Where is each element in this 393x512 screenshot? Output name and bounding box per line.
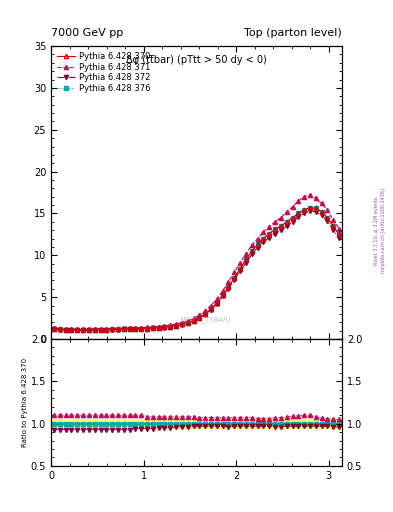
Y-axis label: Ratio to Pythia 6.428 370: Ratio to Pythia 6.428 370 (22, 358, 28, 447)
Text: Rivet 3.1.10; ≥ 3.1M events: Rivet 3.1.10; ≥ 3.1M events (374, 196, 379, 265)
Text: mcplots.cern.ch [arXiv:1306.3436]: mcplots.cern.ch [arXiv:1306.3436] (381, 188, 386, 273)
Text: Δφ (tt̅bar) (pTtt > 50 dy < 0): Δφ (tt̅bar) (pTtt > 50 dy < 0) (126, 55, 267, 65)
Text: MC/EX_TTBAR): MC/EX_TTBAR) (180, 316, 231, 323)
Text: Top (parton level): Top (parton level) (244, 28, 342, 38)
Text: 7000 GeV pp: 7000 GeV pp (51, 28, 123, 38)
Legend: Pythia 6.428 370, Pythia 6.428 371, Pythia 6.428 372, Pythia 6.428 376: Pythia 6.428 370, Pythia 6.428 371, Pyth… (55, 50, 152, 95)
Bar (51, 419, 342, 428)
